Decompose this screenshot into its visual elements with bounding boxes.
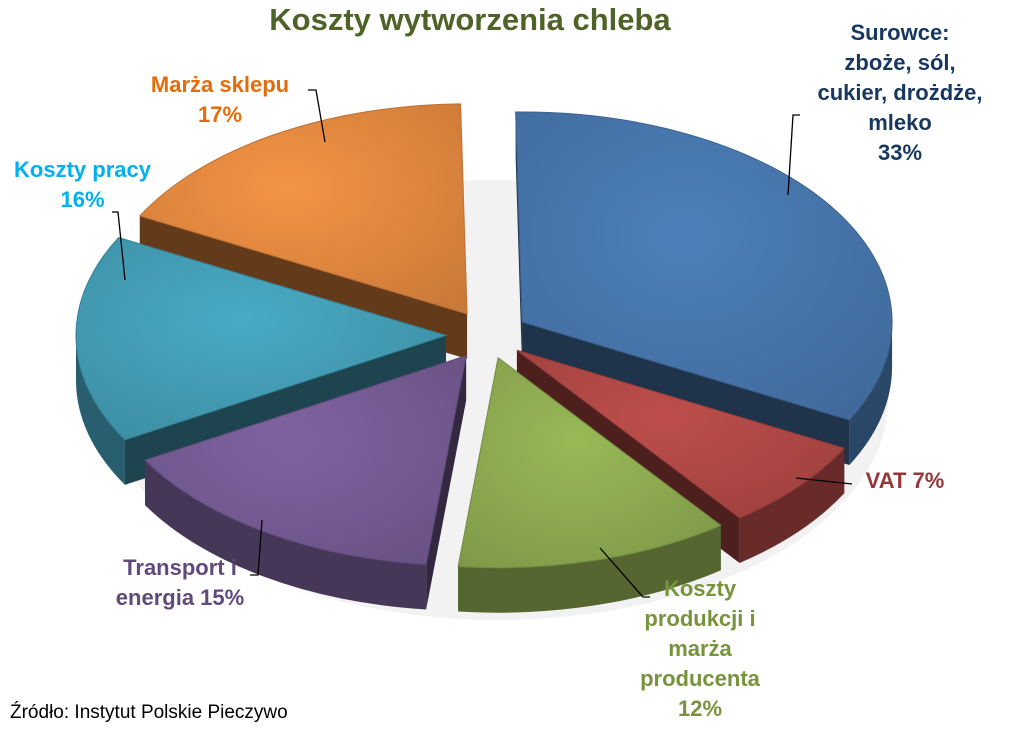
slice-label-koszty-produkcji: Koszty produkcji i marża producenta 12% [590, 574, 810, 724]
slice-label-line: marża [668, 636, 732, 661]
slice-label-surowce: Surowce: zboże, sól, cukier, drożdże, mleko… [770, 18, 1030, 168]
chart-title: Koszty wytworzenia chleba [269, 2, 671, 37]
slice-label-line: 33% [877, 140, 923, 165]
leader-line-vat [795, 477, 853, 485]
slice-label-vat: VAT 7% [850, 466, 960, 496]
slice-label-koszty-pracy: Koszty pracy 16% [0, 155, 165, 215]
slice-koszty-pracy [75, 236, 448, 441]
slice-label-line: 16% [60, 187, 105, 212]
slice-label-marza-sklepu: Marża sklepu 17% [120, 70, 320, 130]
slice-label-line: produkcji i [644, 606, 756, 631]
slice-side-transport [426, 355, 467, 610]
slice-label-line: producenta [640, 666, 760, 691]
slice-rim-koszty-produkcji [458, 525, 721, 613]
slice-label-line: Koszty pracy [14, 157, 151, 182]
slice-label-line: cukier, drożdże, [817, 80, 983, 105]
slice-koszty-produkcji [457, 356, 722, 569]
slice-marza-sklepu [138, 103, 468, 315]
slice-label-line: VAT 7% [865, 468, 945, 493]
slice-label-line: zboże, sól, [844, 50, 956, 75]
slice-label-line: mleko [868, 110, 932, 135]
slice-transport [144, 355, 467, 566]
slice-rim-transport [145, 460, 427, 610]
slice-rim-vat [739, 448, 845, 563]
leader-line-koszty-produkcji [599, 547, 650, 598]
leader-line-koszty-pracy [112, 211, 126, 281]
slice-label-line: Surowce: [850, 20, 950, 45]
slice-label-line: Marża sklepu [150, 72, 290, 97]
slice-vat [516, 349, 846, 519]
leader-line-transport [250, 519, 263, 576]
slice-label-line: 12% [677, 696, 723, 721]
slice-surowce [515, 111, 893, 421]
slice-label-transport: Transport i energia 15% [95, 553, 265, 613]
slice-label-line: Transport i [123, 555, 237, 580]
source-note: Źródło: Instytut Polskie Pieczywo [10, 702, 288, 723]
leader-line-surowce [787, 114, 800, 196]
leader-line-marza-sklepu [308, 89, 326, 143]
slice-label-line: energia 15% [115, 585, 245, 610]
slice-rim-koszty-pracy [76, 335, 125, 485]
slice-rim-surowce [849, 322, 893, 465]
slice-label-line: 17% [197, 102, 243, 127]
slice-label-line: Koszty [663, 576, 737, 601]
